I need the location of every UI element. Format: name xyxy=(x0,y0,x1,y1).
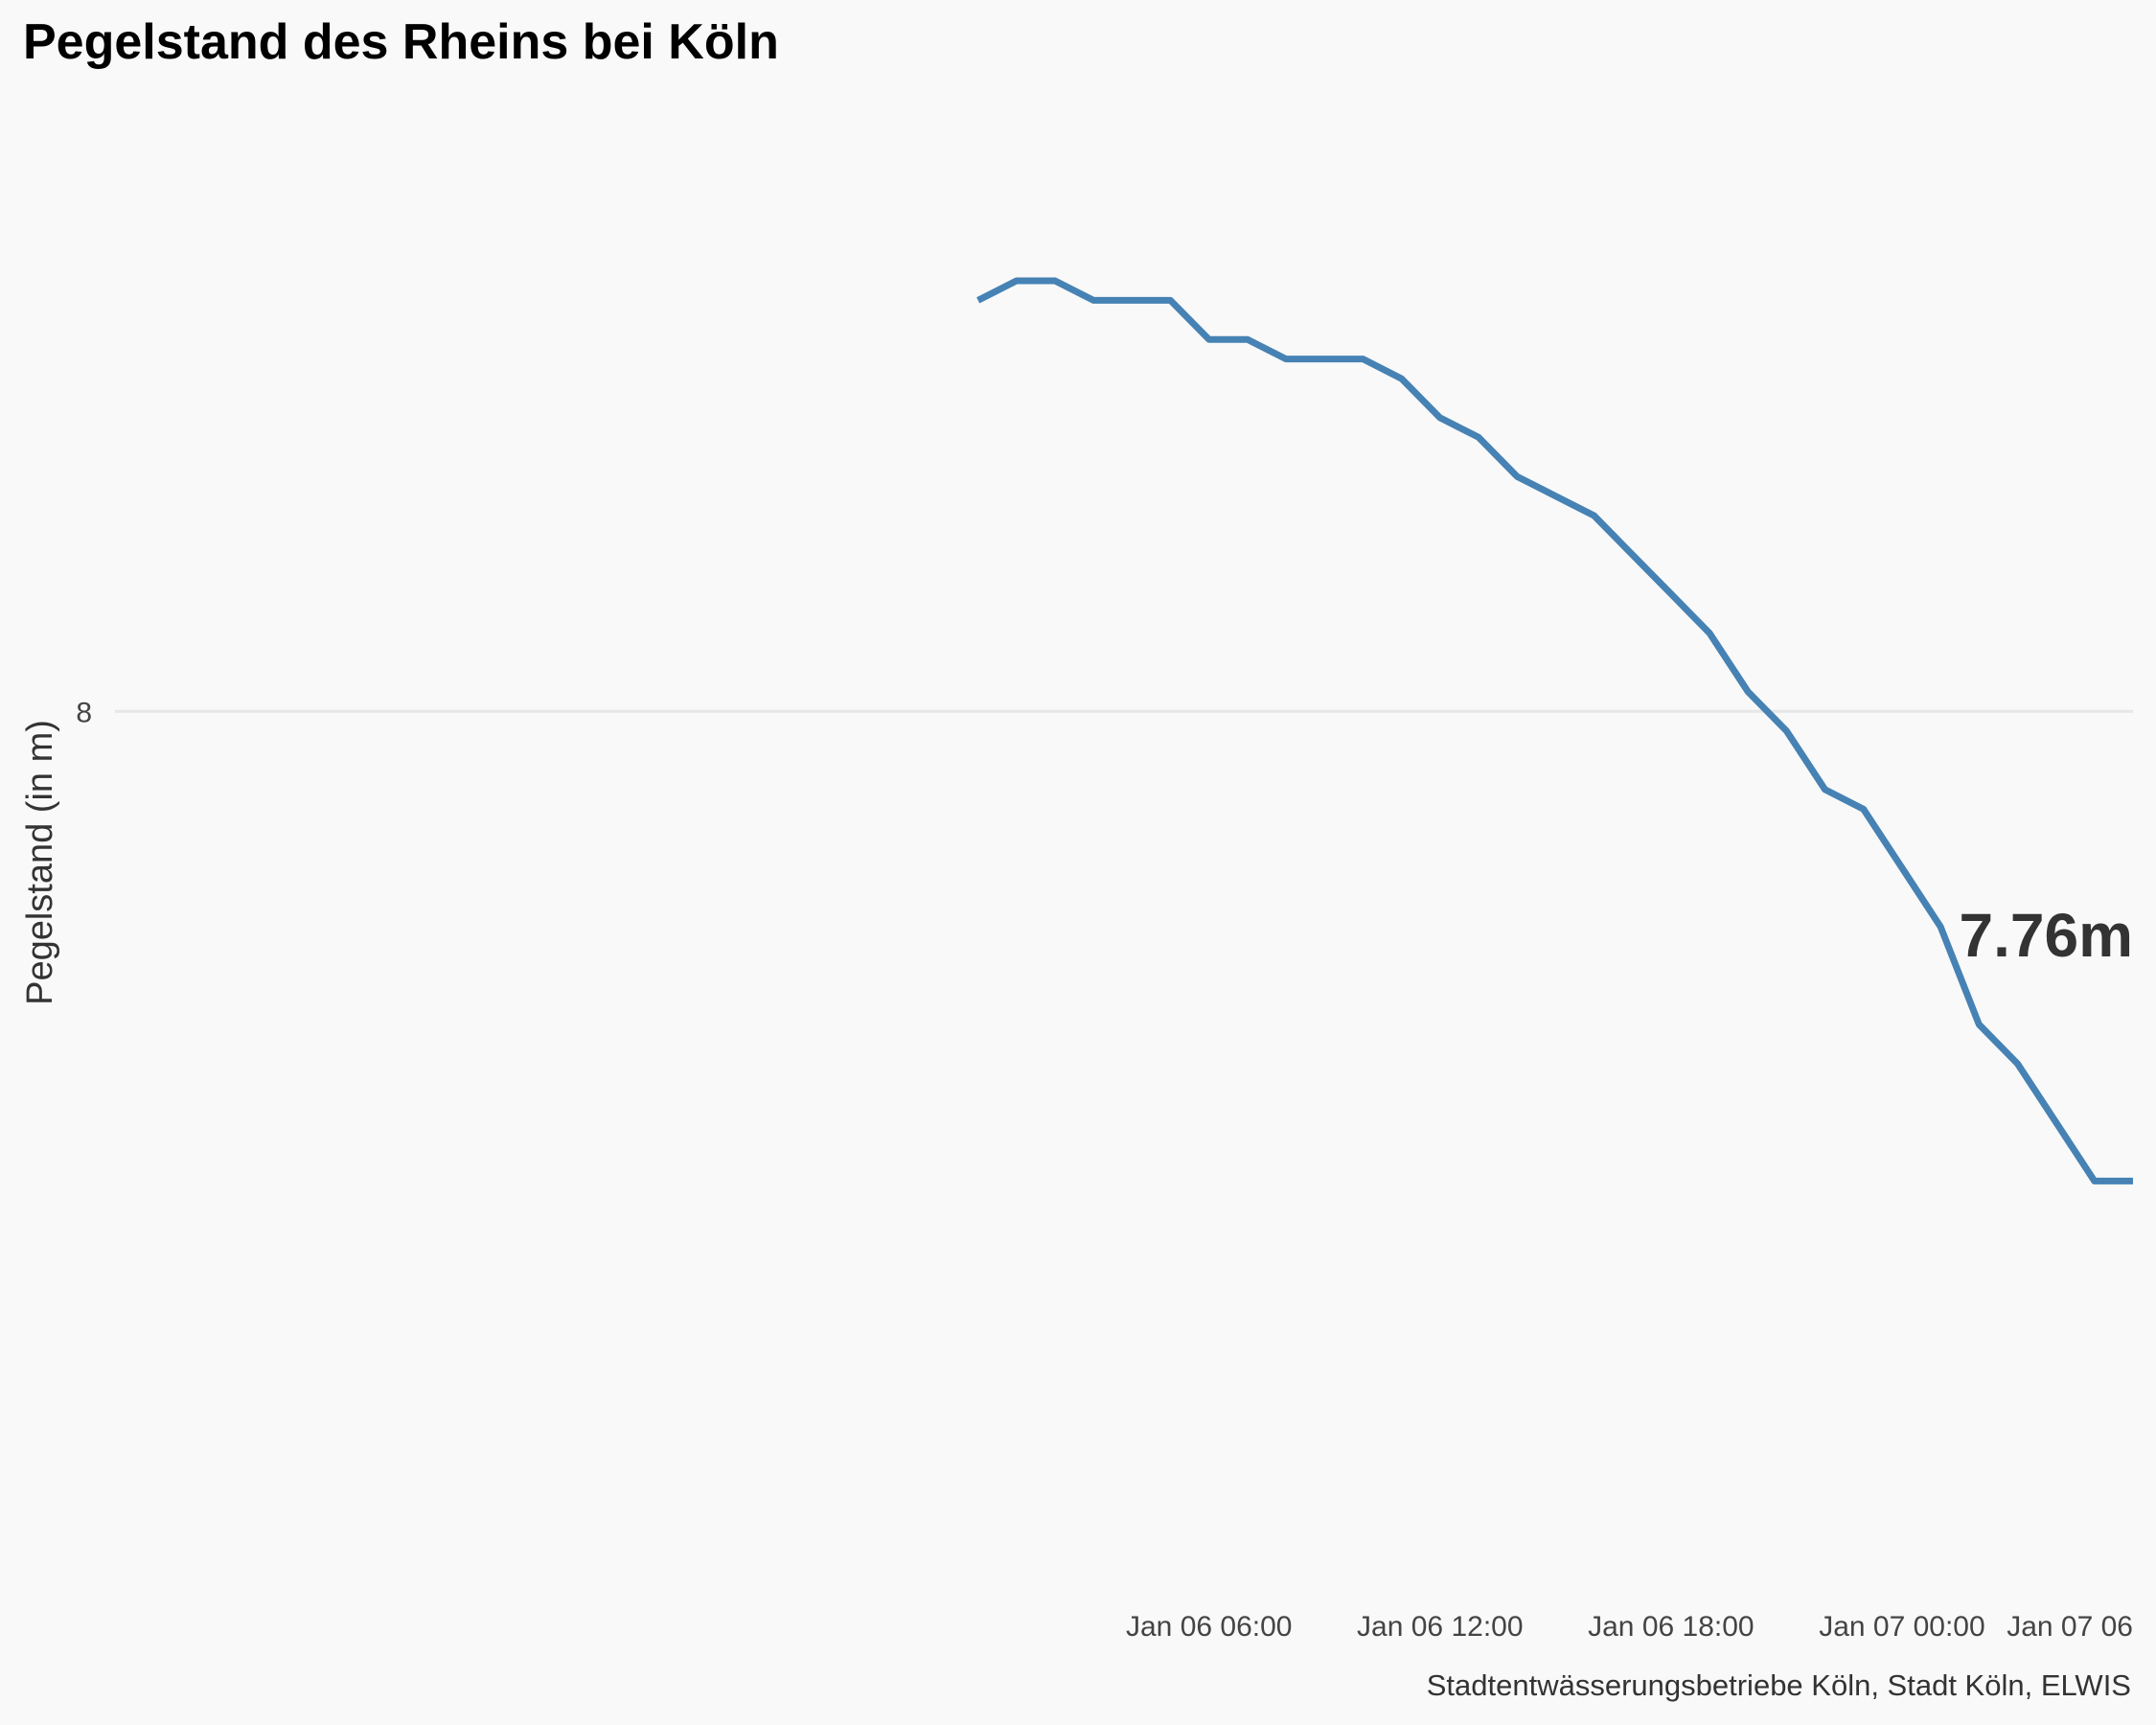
line-layer xyxy=(976,277,2133,1184)
y-tick-label: 8 xyxy=(76,697,92,728)
x-tick-label: Jan 06 12:00 xyxy=(1357,1611,1523,1643)
series-line xyxy=(976,277,2133,1184)
x-tick-label: Jan 06 18:00 xyxy=(1588,1611,1754,1643)
y-axis-title: Pegelstand (in m) xyxy=(20,720,60,1005)
x-tick-label: Jan 07 00:00 xyxy=(1819,1611,1984,1643)
chart-title: Pegelstand des Rheins bei Köln xyxy=(23,14,779,70)
x-tick-label: Jan 06 06:00 xyxy=(1126,1611,1292,1643)
latest-value-annotation: 7.76m xyxy=(1960,901,2133,970)
x-tick-label: Jan 07 06 xyxy=(2007,1611,2133,1643)
x-tick-layer: Jan 06 06:00 Jan 06 12:00 Jan 06 18:00 Jan … xyxy=(1126,1611,2133,1643)
y-tick-layer: 8 xyxy=(76,697,92,728)
source-caption: Stadtentwässerungsbetriebe Köln, Stadt K… xyxy=(1426,1668,2131,1702)
